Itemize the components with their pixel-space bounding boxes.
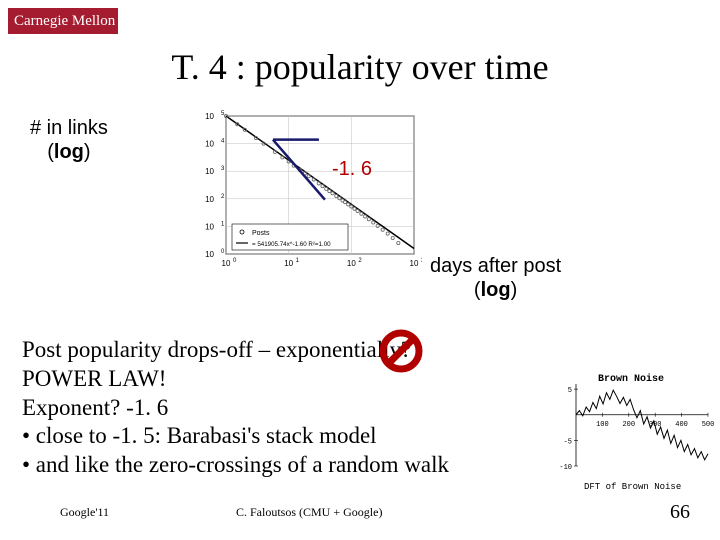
svg-text:10: 10 (205, 112, 214, 121)
svg-text:3: 3 (421, 258, 422, 264)
svg-text:100: 100 (596, 421, 609, 429)
xlabel-line1: days after post (430, 255, 561, 277)
svg-text:= 541905.74x^-1.60 R²=1.00: = 541905.74x^-1.60 R²=1.00 (252, 241, 331, 248)
no-sign-icon (378, 328, 424, 374)
svg-text:1: 1 (221, 221, 225, 227)
main-chart: 100101102103100101102103104105Posts= 541… (190, 108, 422, 308)
ylabel-paren-open: ( (47, 141, 54, 163)
svg-text:1: 1 (296, 258, 300, 264)
svg-text:10: 10 (205, 140, 214, 149)
body-line5: • and like the zero-crossings of a rando… (22, 451, 449, 480)
svg-text:-5: -5 (564, 438, 572, 446)
footer-center: C. Faloutsos (CMU + Google) (236, 505, 382, 520)
xlabel-paren-open: ( (474, 279, 481, 301)
slope-annotation: -1. 6 (332, 158, 372, 181)
svg-text:10: 10 (410, 259, 419, 268)
ylabel-line1: # in links (30, 117, 108, 139)
svg-text:500: 500 (702, 421, 714, 429)
svg-text:Posts: Posts (252, 230, 270, 237)
svg-text:2: 2 (358, 258, 362, 264)
footer-left: Google'11 (60, 505, 109, 520)
footer-page-number: 66 (670, 501, 690, 524)
svg-text:5: 5 (568, 387, 572, 395)
logo: Carnegie Mellon (8, 8, 118, 34)
svg-text:-10: -10 (559, 464, 572, 472)
svg-text:2: 2 (221, 194, 225, 200)
y-axis-label: # in links (log) (30, 116, 108, 164)
svg-text:3: 3 (221, 166, 225, 172)
svg-text:10: 10 (222, 259, 231, 268)
svg-text:10: 10 (205, 195, 214, 204)
svg-text:200: 200 (622, 421, 635, 429)
xlabel-paren-close: ) (511, 279, 518, 301)
svg-text:10: 10 (205, 250, 214, 259)
svg-text:10: 10 (347, 259, 356, 268)
xlabel-log: log (481, 279, 511, 301)
body-line3: Exponent? -1. 6 (22, 394, 449, 423)
svg-text:4: 4 (221, 139, 225, 145)
svg-text:0: 0 (221, 249, 225, 255)
svg-text:10: 10 (205, 167, 214, 176)
ylabel-paren-close: ) (84, 141, 91, 163)
x-axis-label: days after post (log) (430, 254, 561, 302)
svg-text:400: 400 (675, 421, 688, 429)
mini-chart-xtitle: DFT of Brown Noise (584, 482, 681, 492)
slide-title: T. 4 : popularity over time (0, 46, 720, 88)
svg-text:10: 10 (205, 222, 214, 231)
svg-text:10: 10 (284, 259, 293, 268)
ylabel-log: log (54, 141, 84, 163)
mini-chart: 1002003004005005-5-10 (554, 370, 714, 490)
body-line4: • close to -1. 5: Barabasi's stack model (22, 422, 449, 451)
svg-text:0: 0 (233, 258, 237, 264)
